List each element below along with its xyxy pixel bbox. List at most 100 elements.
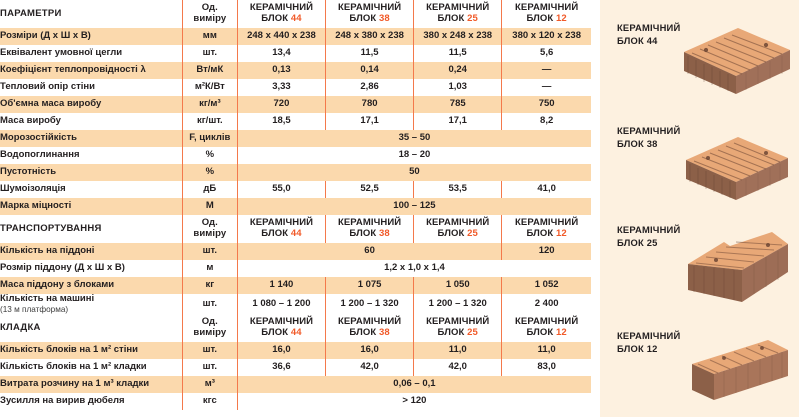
column-header-block-12: КЕРАМІЧНИЙ БЛОК 12 [501,314,591,343]
section-header-transport: ТРАНСПОРТУВАННЯ Од. виміру КЕРАМІЧНИЙ БЛОК 4… [0,215,591,243]
table-row: Водопоглинання% 18 – 20 [0,147,591,164]
product-label-line1: КЕРАМІЧНИЙ [617,224,681,235]
row-label: Марка міцності [0,198,183,215]
row-unit: шт. [181,342,238,360]
product-label-line2: БЛОК [617,34,644,46]
row-value-block-38: 16,0 [325,342,414,360]
table-row: Пустотність% 50 [0,164,591,181]
section-title: ТРАНСПОРТУВАННЯ [0,215,183,243]
block-25-image [680,228,792,304]
column-header-block-38: КЕРАМІЧНИЙ БЛОК 38 [325,0,414,28]
row-label: Шумоізоляція [0,181,183,198]
row-value-block-12: 2 400 [501,294,591,315]
row-unit: мм [181,28,238,45]
section-title: ПАРАМЕТРИ [0,0,183,28]
row-value-block-38: 52,5 [325,181,414,198]
row-label: Розмір піддону (Д х Ш х В) [0,260,183,277]
row-label: Кількість блоків на 1 м² кладки [0,359,183,377]
row-value-block-44: 1 080 – 1 200 [236,294,326,315]
product-label-line2: БЛОК [617,342,644,354]
row-value-block-12: — [501,62,591,79]
row-value-span3: 60 [236,243,502,260]
column-header-block-12: КЕРАМІЧНИЙ БЛОК 12 [501,215,591,243]
product-label-line2: БЛОК [617,236,644,248]
product-label-12: КЕРАМІЧНИЙ БЛОК 12 [617,330,712,355]
row-value-merged: 50 [236,164,591,181]
row-label: Об'ємна маса виробу [0,96,183,113]
row-unit: м [181,260,238,277]
row-value-merged: 1,2 x 1,0 x 1,4 [236,260,591,277]
product-label-number: 44 [646,34,658,46]
row-label: Кількість на піддоні [0,243,183,260]
table-row: Маса піддону з блоками кг 1 140 1 075 1 050 1… [0,277,591,294]
block-12-image [684,338,794,404]
product-label-38: КЕРАМІЧНИЙ БЛОК 38 [617,125,712,150]
table-row: Коефіцієнт теплопровідності λ Вт/мК 0,13 0,… [0,62,591,79]
row-value-block-44: 36,6 [236,359,326,377]
row-unit: м²К/Вт [181,79,238,96]
column-header-block-12: КЕРАМІЧНИЙ БЛОК 12 [501,0,591,28]
table-row: Морозостійкість F, циклів 35 – 50 [0,130,591,147]
row-value-block-25: 1 200 – 1 320 [413,294,502,315]
row-value-block-38: 17,1 [325,113,414,130]
table-body: ПАРАМЕТРИ Од. виміру КЕРАМІЧНИЙ БЛОК 44 КЕРАМ… [0,0,591,411]
product-label-line2: БЛОК [617,137,644,149]
row-label: Тепловий опір стіни [0,79,183,96]
table-row: Еквівалент умовної цегли шт. 13,4 11,5 11,5 5… [0,45,591,62]
row-unit: шт. [181,359,238,377]
row-label: Розміри (Д х Ш х В) [0,28,183,45]
row-value-merged: > 120 [236,393,591,411]
product-label-number: 38 [646,137,658,149]
row-label: Водопоглинання [0,147,183,164]
row-value-block-44: 1 140 [236,277,326,294]
row-label: Маса виробу [0,113,183,130]
column-header-block-44: КЕРАМІЧНИЙ БЛОК 44 [236,215,326,243]
row-value-block-25: 17,1 [413,113,502,130]
column-header-block-38: КЕРАМІЧНИЙ БЛОК 38 [325,215,414,243]
product-label-line1: КЕРАМІЧНИЙ [617,125,681,136]
block-38-image [680,135,792,205]
row-unit: м³ [181,376,238,394]
column-header-block-25: КЕРАМІЧНИЙ БЛОК 25 [413,215,502,243]
row-unit: шт. [181,294,238,315]
row-label: Маса піддону з блоками [0,277,183,294]
row-value-block-12: 750 [501,96,591,113]
row-unit: Вт/мК [181,62,238,79]
row-label: Коефіцієнт теплопровідності λ [0,62,183,79]
row-value-block-38: 780 [325,96,414,113]
row-value-merged: 100 – 125 [236,198,591,215]
row-value-block-44: 3,33 [236,79,326,96]
row-value-block-44: 16,0 [236,342,326,360]
section-title: КЛАДКА [0,314,183,343]
row-value-block-44: 13,4 [236,45,326,62]
row-label: Кількість на машині (13 м платформа) [0,293,183,315]
row-value-block-12: 380 x 120 x 238 [501,28,591,45]
row-value-block-25: 42,0 [413,359,502,377]
row-value-block-44: 18,5 [236,113,326,130]
row-value-merged: 0,06 – 0,1 [236,376,591,394]
row-unit: кгс [181,393,238,411]
row-value-block-38: 248 x 380 x 238 [325,28,414,45]
column-header-block-44: КЕРАМІЧНИЙ БЛОК 44 [236,0,326,28]
row-value-block-44: 248 x 440 x 238 [236,28,326,45]
table-row: Шумоізоляція дБ 55,0 52,5 53,5 41,0 [0,181,591,198]
row-unit: кг [181,277,238,294]
product-label-number: 25 [646,236,658,248]
column-header-block-38: КЕРАМІЧНИЙ БЛОК 38 [325,314,414,343]
row-value-block-44: 720 [236,96,326,113]
table-row: Кількість на піддоні шт. 60 120 [0,243,591,260]
row-label: Морозостійкість [0,130,183,147]
product-label-25: КЕРАМІЧНИЙ БЛОК 25 [617,224,712,249]
row-value-block-25: 0,24 [413,62,502,79]
row-label: Еквівалент умовної цегли [0,45,183,62]
row-value-block-38: 1 075 [325,277,414,294]
row-unit: кг/шт. [181,113,238,130]
row-value-block-25: 11,5 [413,45,502,62]
row-value-block-38: 11,5 [325,45,414,62]
row-value-block-38: 2,86 [325,79,414,96]
row-value-block-38: 42,0 [325,359,414,377]
row-unit: шт. [181,45,238,62]
row-value-last: 120 [501,243,591,260]
row-value-block-25: 1 050 [413,277,502,294]
specification-table-area: ПАРАМЕТРИ Од. виміру КЕРАМІЧНИЙ БЛОК 44 КЕРАМ… [0,0,591,411]
